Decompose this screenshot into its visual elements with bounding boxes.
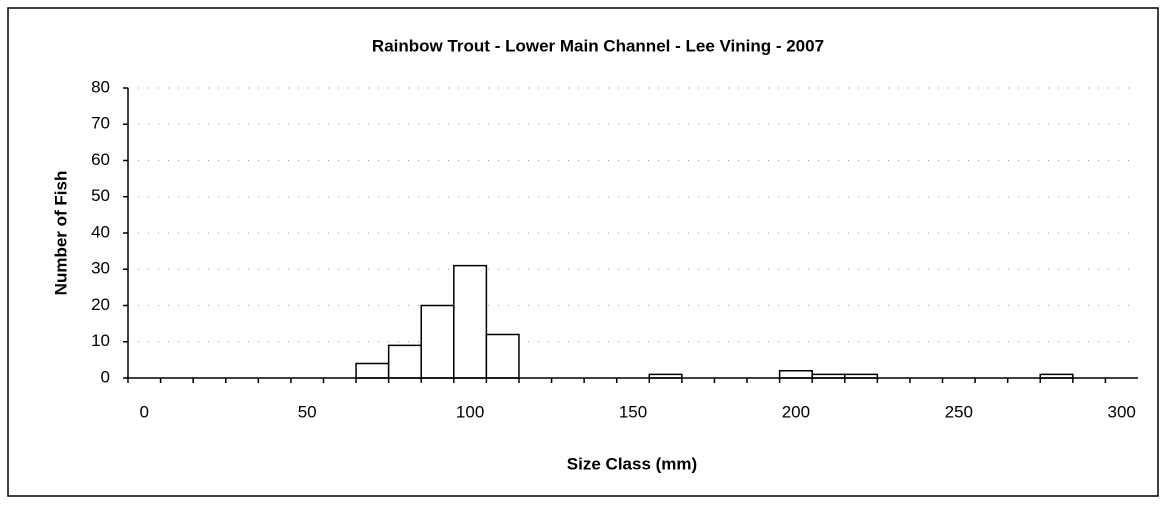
y-tick-label: 50 [91,186,110,205]
y-axis-title: Number of Fish [51,171,70,296]
chart-title: Rainbow Trout - Lower Main Channel - Lee… [372,36,824,55]
x-tick-label: 100 [456,402,484,421]
y-tick-label: 10 [91,331,110,350]
bar [420,304,455,379]
x-tick-label: 250 [945,402,973,421]
bar [355,362,390,379]
bar [778,370,813,379]
y-tick-label: 80 [91,77,110,96]
y-tick-label: 20 [91,295,110,314]
x-tick-label: 300 [1108,402,1136,421]
y-tick-label: 70 [91,114,110,133]
x-axis-title: Size Class (mm) [567,454,697,473]
x-tick-label: 0 [140,402,149,421]
chart-border [7,7,1159,497]
x-tick-label: 200 [782,402,810,421]
bar [387,344,422,379]
y-tick-label: 60 [91,150,110,169]
bar [485,333,520,379]
x-tick-label: 50 [298,402,317,421]
y-tick-label: 40 [91,222,110,241]
y-tick-label: 0 [101,367,110,386]
x-tick-label: 150 [619,402,647,421]
y-tick-label: 30 [91,259,110,278]
bar [453,264,488,379]
